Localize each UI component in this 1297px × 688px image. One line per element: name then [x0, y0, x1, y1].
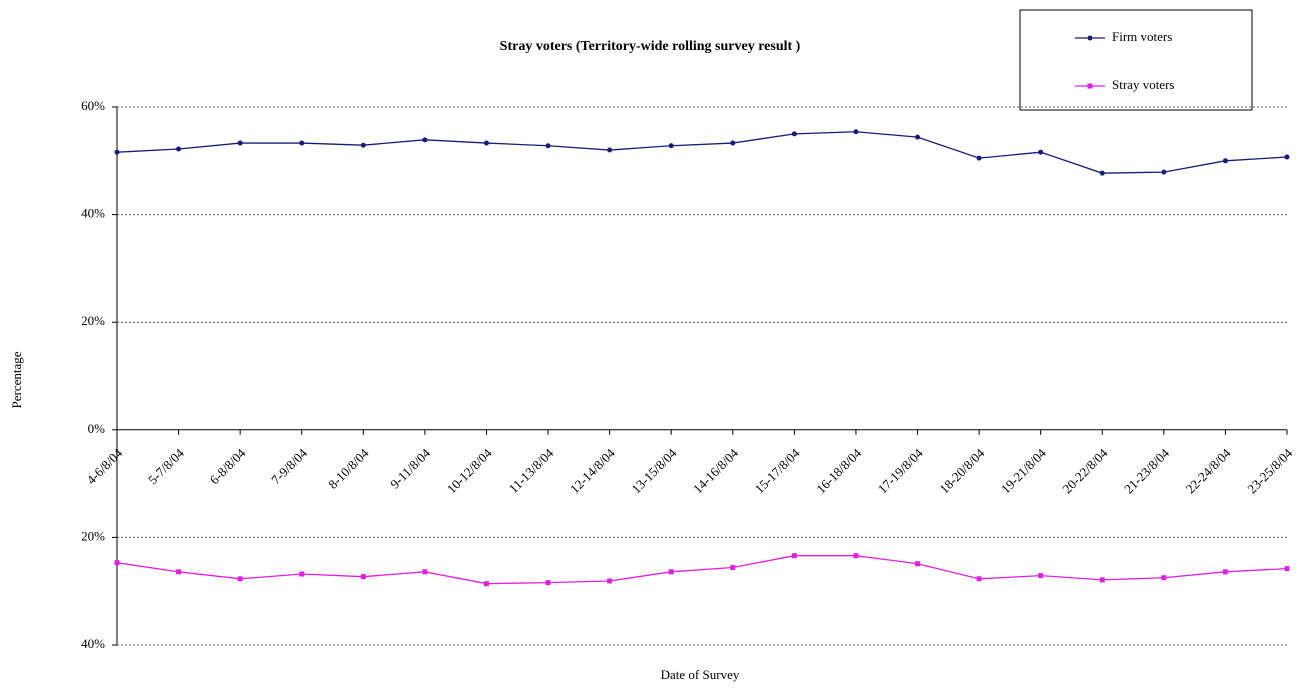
point [1038, 573, 1044, 579]
x-tick-label: 15-17/8/04 [752, 445, 803, 496]
legend-label: Firm voters [1112, 29, 1172, 44]
x-tick-label: 14-16/8/04 [690, 445, 741, 496]
point [668, 569, 674, 575]
x-tick-label: 16-18/8/04 [813, 445, 864, 496]
point [176, 569, 182, 575]
y-tick-label: 20% [81, 528, 105, 543]
point [976, 576, 982, 582]
point [607, 147, 613, 153]
point [237, 140, 243, 146]
point [545, 143, 551, 149]
point [237, 576, 243, 582]
x-tick-label: 22-24/8/04 [1183, 445, 1234, 496]
y-tick-label: 20% [81, 313, 105, 328]
point [853, 129, 859, 135]
point [1284, 154, 1290, 160]
x-tick-label: 12-14/8/04 [567, 445, 618, 496]
point [853, 553, 859, 559]
point [1222, 158, 1228, 164]
point [483, 581, 489, 587]
x-tick-label: 23-25/8/04 [1244, 445, 1295, 496]
point [299, 571, 305, 577]
point [422, 137, 428, 143]
point [976, 155, 982, 161]
point [360, 574, 366, 580]
x-tick-label: 11-13/8/04 [506, 445, 557, 496]
x-tick-label: 5-7/8/04 [145, 445, 187, 487]
legend-box [1019, 9, 1253, 111]
point [791, 553, 797, 559]
point [1099, 170, 1105, 176]
point [1038, 149, 1044, 155]
series-line [116, 555, 1288, 585]
point [915, 134, 921, 140]
y-tick-label: 40% [81, 636, 105, 651]
y-tick-label: 40% [81, 206, 105, 221]
legend-marker [1087, 83, 1093, 89]
x-tick-label: 18-20/8/04 [936, 445, 987, 496]
point [791, 131, 797, 137]
x-tick-label: 20-22/8/04 [1060, 445, 1111, 496]
point [299, 140, 305, 146]
point [915, 561, 921, 567]
point [1284, 566, 1290, 572]
point [483, 140, 489, 146]
x-tick-label: 9-11/8/04 [387, 445, 433, 491]
y-tick-label: 60% [81, 98, 105, 113]
point [114, 149, 120, 155]
point [730, 140, 736, 146]
point [1161, 575, 1167, 581]
chart-title: Stray voters (Territory-wide rolling sur… [500, 39, 801, 54]
x-tick-label: 19-21/8/04 [998, 445, 1049, 496]
x-tick-label: 13-15/8/04 [628, 445, 679, 496]
point [1161, 169, 1167, 175]
x-tick-label: 17-19/8/04 [875, 445, 926, 496]
x-axis-title: Date of Survey [661, 667, 740, 682]
x-tick-label: 21-23/8/04 [1121, 445, 1172, 496]
x-tick-label: 6-8/8/04 [207, 445, 249, 487]
point [114, 560, 120, 566]
point [422, 569, 428, 575]
y-tick-label: 0% [88, 421, 106, 436]
series-line [116, 131, 1288, 174]
point [668, 143, 674, 149]
point [730, 565, 736, 571]
point [1099, 577, 1105, 583]
point [360, 142, 366, 148]
point [545, 580, 551, 586]
x-tick-label: 7-9/8/04 [268, 445, 310, 487]
legend-marker [1087, 35, 1093, 41]
point [607, 578, 613, 584]
point [176, 146, 182, 152]
point [1222, 569, 1228, 575]
x-tick-label: 4-6/8/04 [83, 445, 125, 487]
x-tick-label: 8-10/8/04 [325, 445, 372, 492]
y-axis-title: Percentage [9, 351, 24, 408]
x-tick-label: 10-12/8/04 [444, 445, 495, 496]
legend-label: Stray voters [1112, 77, 1174, 92]
